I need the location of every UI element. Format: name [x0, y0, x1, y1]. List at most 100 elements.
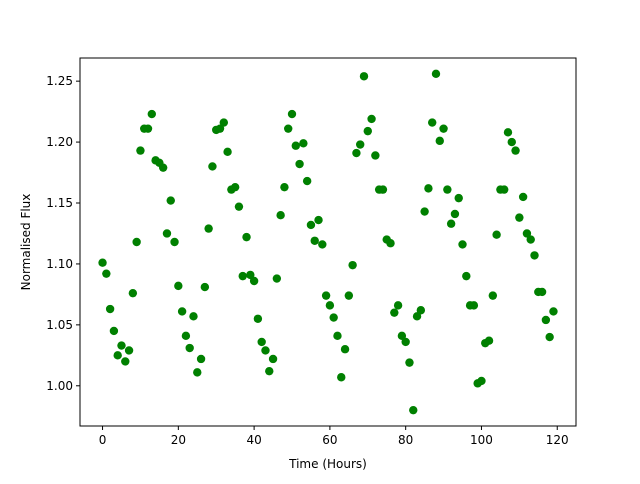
point	[105, 304, 115, 314]
plot-frame	[79, 57, 577, 427]
point	[193, 368, 202, 377]
point	[284, 124, 293, 133]
point	[174, 281, 183, 291]
point	[337, 373, 346, 382]
point	[462, 271, 471, 281]
point	[541, 315, 551, 325]
point	[325, 301, 335, 310]
point	[333, 331, 342, 341]
point	[98, 258, 107, 267]
point	[117, 341, 126, 350]
x-tick-label: 40	[246, 433, 261, 447]
point	[230, 182, 240, 192]
point	[363, 126, 372, 136]
point	[295, 159, 304, 169]
y-tick-label: 1.10	[46, 257, 73, 271]
point	[412, 312, 422, 321]
point	[378, 185, 388, 194]
point	[515, 213, 524, 222]
point	[185, 343, 194, 353]
point	[477, 376, 486, 386]
point	[344, 291, 354, 300]
point	[124, 346, 134, 355]
point	[390, 308, 399, 317]
point	[200, 282, 210, 292]
point	[386, 239, 395, 248]
point	[287, 109, 297, 119]
x-tick-label: 60	[322, 433, 337, 447]
point	[143, 124, 153, 133]
point	[393, 301, 403, 310]
point	[128, 288, 138, 298]
y-tick-label: 1.05	[46, 318, 73, 332]
point	[265, 366, 274, 376]
point	[348, 260, 357, 270]
point	[208, 162, 217, 171]
point	[189, 312, 198, 321]
x-tick-label: 80	[398, 433, 413, 447]
point	[170, 237, 179, 247]
point	[439, 124, 448, 133]
point	[132, 237, 141, 247]
point	[488, 291, 498, 300]
point	[435, 136, 444, 146]
x-axis-label: Time (Hours)	[288, 457, 367, 471]
point	[507, 137, 516, 147]
point	[367, 114, 376, 124]
point	[318, 240, 327, 249]
point	[291, 141, 300, 150]
point	[397, 331, 407, 341]
y-tick-label: 1.15	[46, 196, 73, 210]
point	[246, 270, 255, 280]
point	[109, 326, 119, 336]
point	[454, 193, 463, 203]
point	[416, 306, 426, 315]
y-tick-label: 1.25	[46, 74, 73, 88]
point	[443, 185, 452, 194]
point	[177, 307, 187, 316]
point	[113, 351, 122, 360]
point	[249, 276, 259, 286]
point	[102, 269, 111, 278]
point	[371, 151, 380, 160]
point	[499, 185, 509, 194]
point	[424, 184, 433, 193]
point	[234, 202, 244, 211]
point	[469, 301, 479, 310]
point	[545, 332, 554, 342]
x-tick-label: 120	[546, 433, 569, 447]
point	[268, 354, 278, 364]
point	[302, 176, 312, 186]
x-tick-label: 20	[171, 433, 186, 447]
point	[310, 236, 319, 245]
point	[162, 229, 172, 238]
point	[359, 72, 369, 81]
point	[321, 291, 331, 300]
point	[276, 210, 285, 220]
point	[428, 118, 437, 127]
point	[238, 271, 247, 281]
point	[484, 336, 494, 345]
point	[549, 307, 558, 316]
point	[405, 358, 414, 367]
point	[253, 314, 263, 323]
point	[492, 230, 501, 239]
point	[261, 346, 270, 355]
point	[299, 139, 308, 148]
y-axis-label: Normalised Flux	[19, 194, 33, 291]
point	[242, 232, 251, 242]
plot-area	[80, 58, 576, 426]
point	[431, 69, 441, 79]
point	[306, 220, 316, 230]
point	[181, 331, 191, 341]
point	[329, 313, 338, 322]
point	[537, 287, 547, 297]
point	[272, 274, 282, 283]
point	[530, 251, 539, 260]
point	[136, 146, 145, 155]
point	[409, 405, 418, 415]
point	[458, 240, 467, 249]
point	[450, 209, 460, 219]
x-tick-label: 100	[470, 433, 493, 447]
